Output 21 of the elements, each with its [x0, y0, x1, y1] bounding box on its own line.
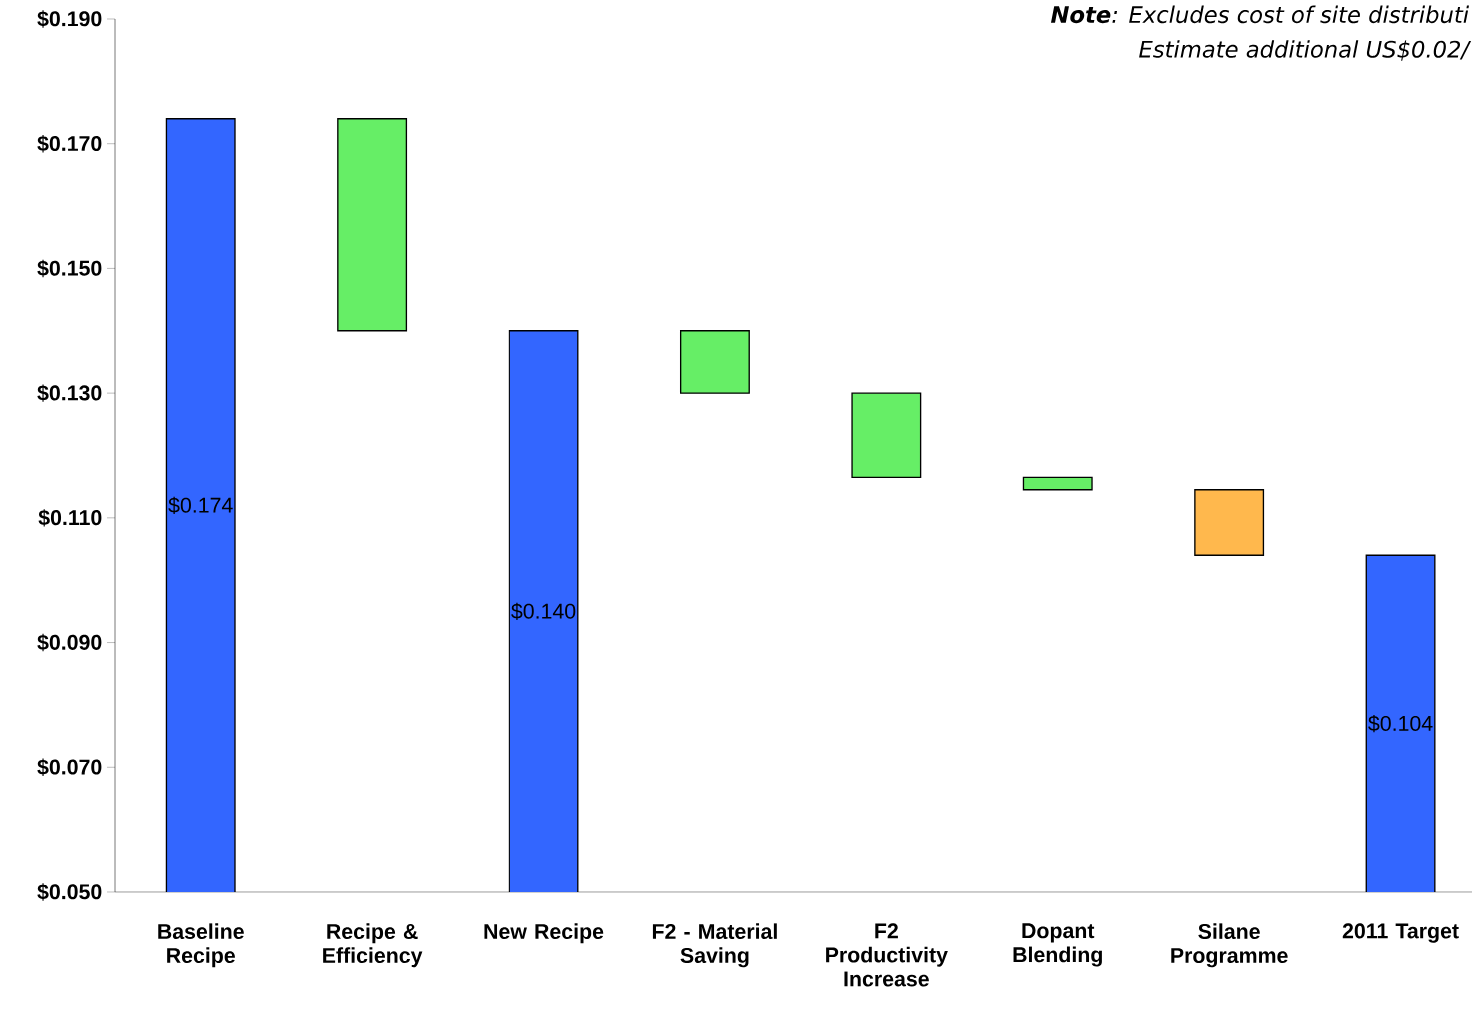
x-tick-label: Silane Programme: [1171, 923, 1288, 968]
y-tick-label: $0.150: [37, 259, 102, 278]
y-tick-label: $0.110: [38, 509, 102, 527]
x-tick-label: 2011 Target: [1342, 923, 1459, 943]
y-tick-label: $0.070: [37, 758, 102, 776]
y-tick-label: $0.090: [37, 633, 102, 652]
data-label: $0.140: [511, 602, 576, 621]
annotation: Note: Excludes cost of site distributi: [1050, 5, 1469, 24]
x-tick-label: New Recipe: [484, 923, 604, 944]
y-tick-label: $0.050: [37, 883, 102, 901]
data-label: $0.104: [1368, 714, 1433, 733]
x-tick-label: Baseline Recipe: [158, 923, 244, 968]
x-tick-label: F2 Productivity Increase: [826, 923, 948, 987]
x-tick-label: Dopant Blending: [1013, 923, 1102, 967]
x-tick-label: F2 - Material Saving: [652, 923, 777, 968]
y-tick-label: $0.190: [37, 10, 102, 28]
y-tick-label: $0.170: [37, 135, 102, 153]
x-tick-label: Recipe & Efficiency: [323, 923, 423, 968]
annotation: Estimate additional US$0.02/: [1139, 40, 1472, 61]
y-tick-label: $0.130: [37, 384, 102, 402]
data-label: $0.174: [168, 496, 233, 515]
